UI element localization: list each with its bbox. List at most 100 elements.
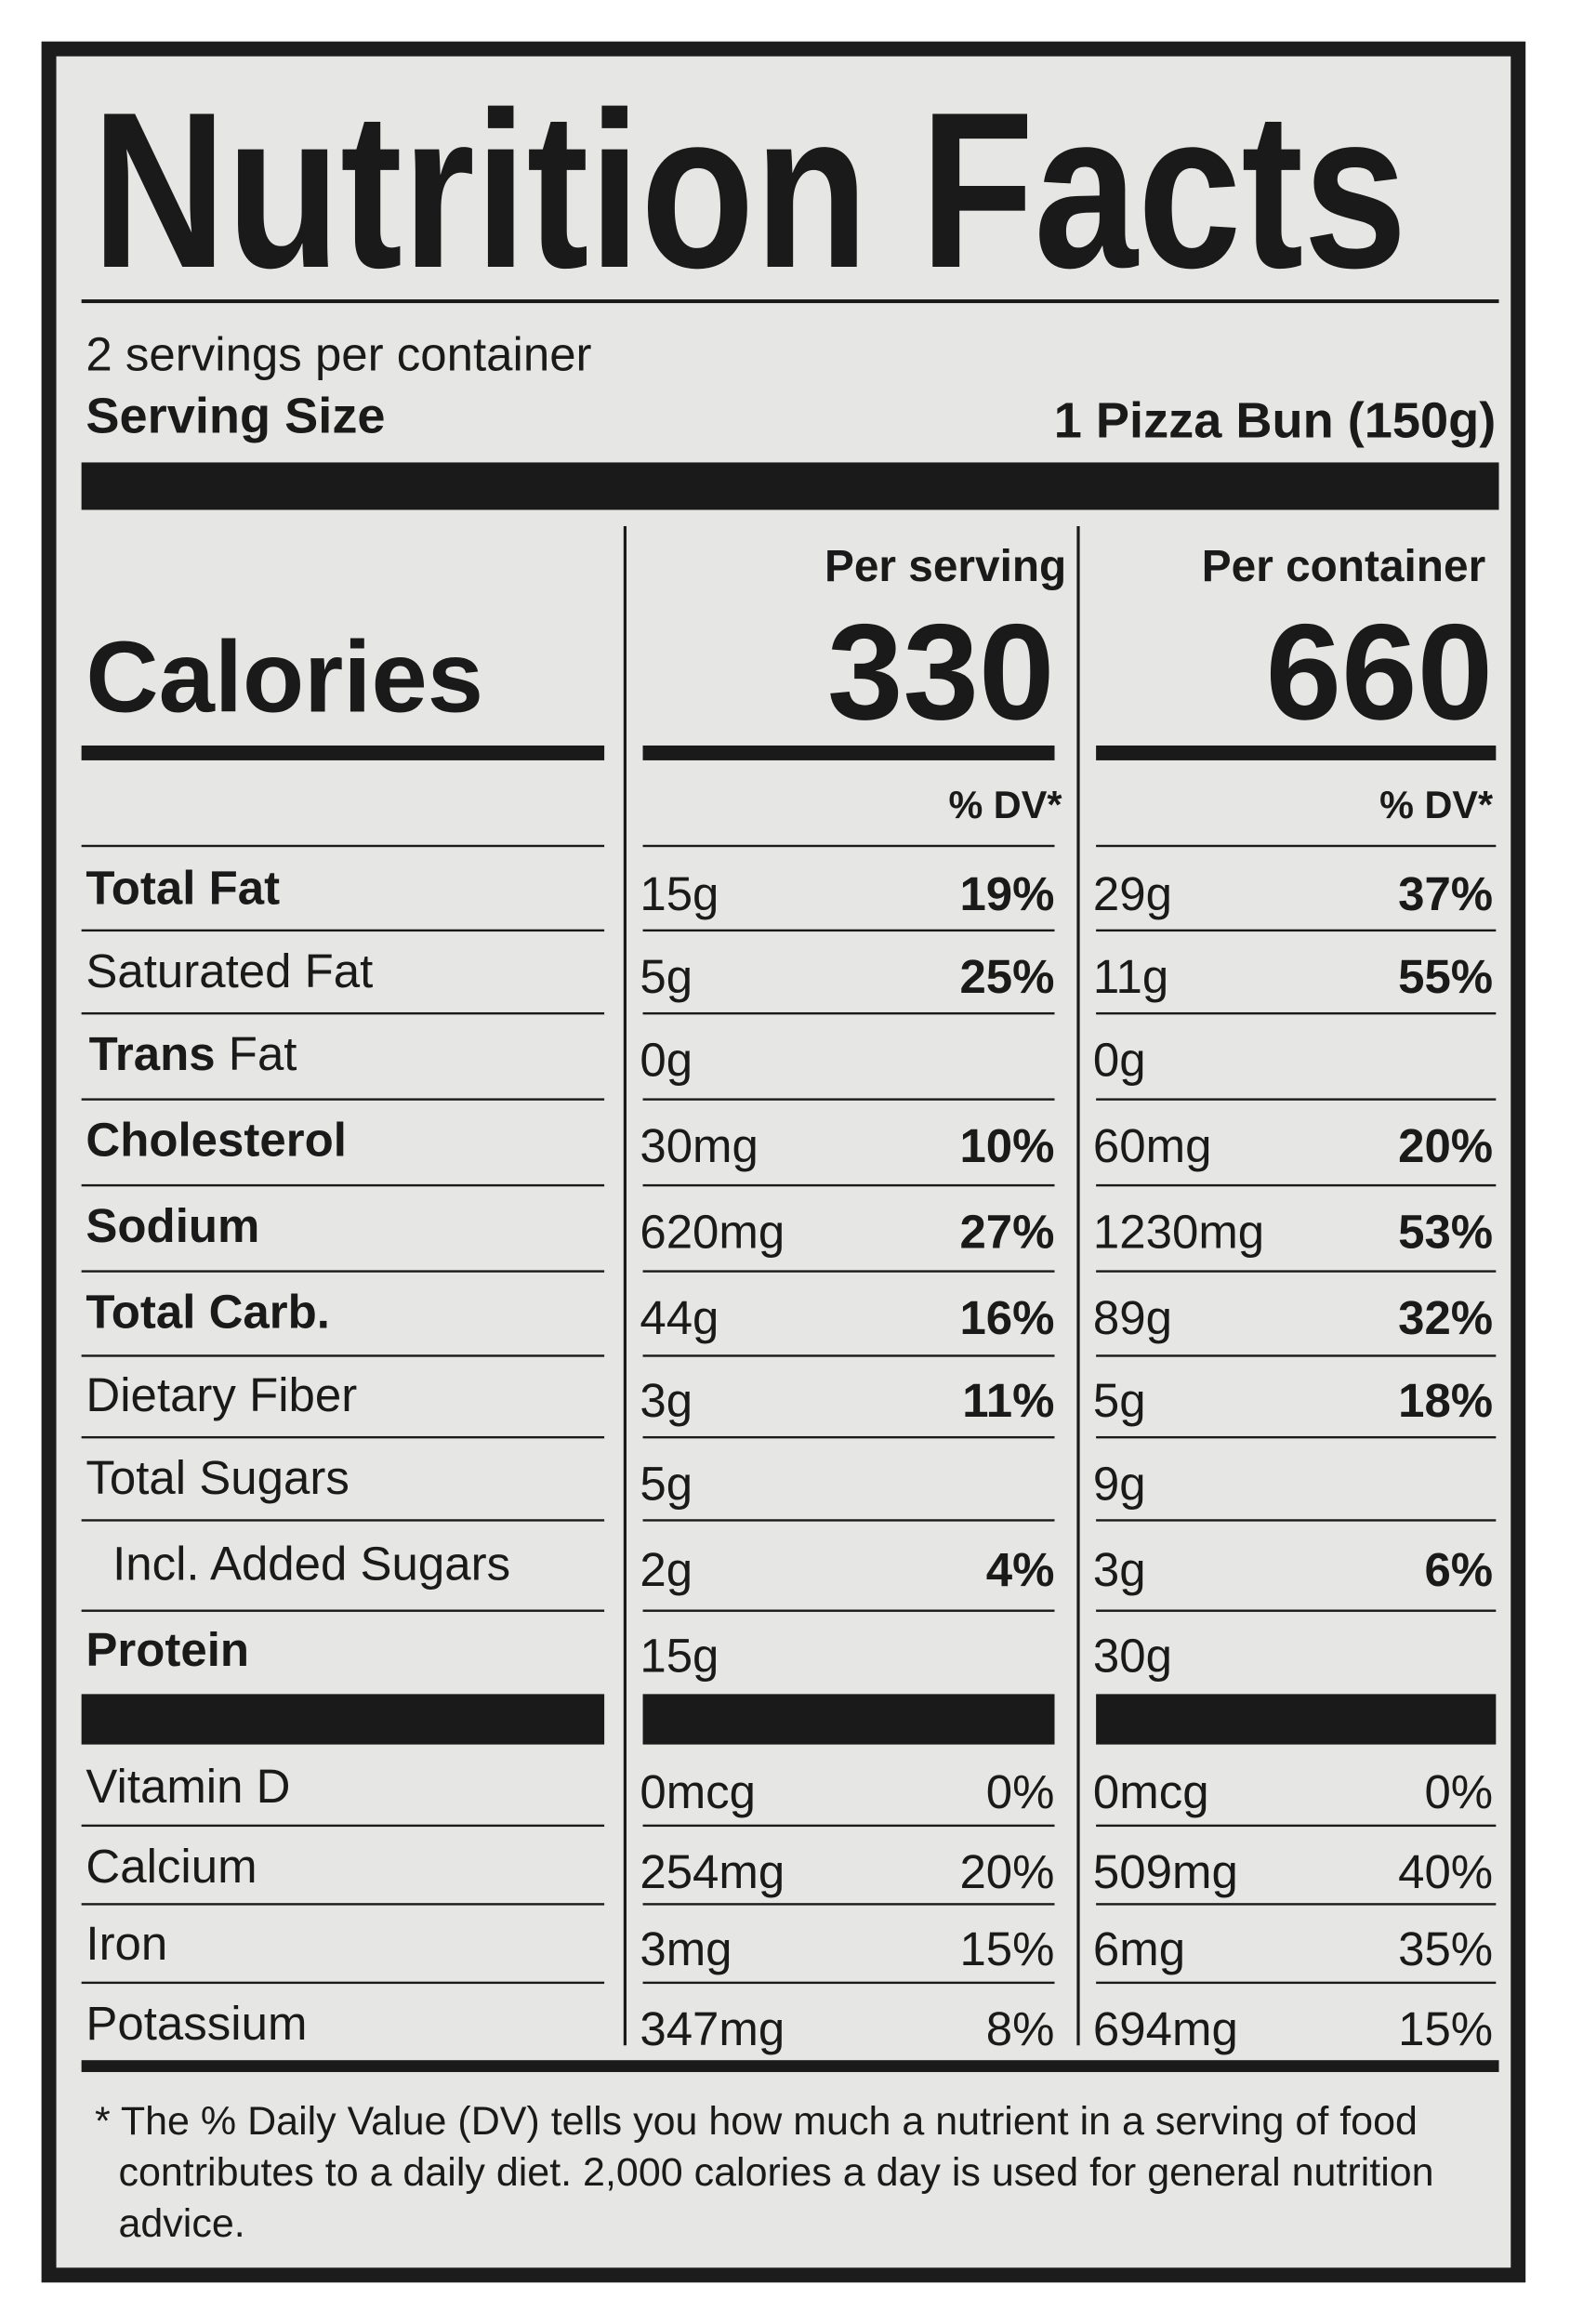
row-rule [1096, 1098, 1497, 1101]
amount: 0g [640, 1034, 693, 1087]
daily-value: 0% [1424, 1765, 1493, 1818]
row-rule [81, 1270, 605, 1273]
serving-size-label: Serving Size [86, 389, 385, 444]
row-rule [1096, 1354, 1497, 1357]
daily-value: 27% [959, 1205, 1054, 1258]
footnote: contributes to a daily diet. 2,000 calor… [118, 2150, 1433, 2195]
dv-header: % DV* [948, 783, 1062, 826]
row-rule [81, 1609, 605, 1612]
row-rule [1096, 1903, 1497, 1906]
row-rule [1096, 1011, 1497, 1015]
amount: 11g [1093, 950, 1168, 1003]
amount: 6mg [1093, 1922, 1185, 1975]
thick-bar [642, 745, 1055, 760]
amount: 347mg [640, 2002, 785, 2055]
column-divider [1076, 526, 1080, 2046]
nutrient-label: Incl. Added Sugars [112, 1538, 510, 1591]
amount: 3g [1093, 1543, 1146, 1596]
amount: 30mg [640, 1119, 759, 1172]
row-rule [81, 1694, 605, 1745]
thick-bar [81, 745, 605, 760]
nutrient-label: Trans Fat [89, 1027, 297, 1080]
row-rule [642, 1354, 1055, 1357]
row-rule [642, 1694, 1055, 1745]
daily-value: 0% [986, 1765, 1055, 1818]
amount: 29g [1093, 867, 1172, 920]
serving-size-value: 1 Pizza Bun (150g) [1054, 392, 1497, 448]
row-rule [642, 1183, 1055, 1187]
daily-value: 25% [959, 950, 1054, 1003]
row-rule [81, 1519, 605, 1522]
calories-value: 660 [1266, 596, 1494, 748]
row-rule [1096, 1435, 1497, 1439]
row-rule [642, 1824, 1055, 1828]
daily-value: 15% [959, 1922, 1054, 1975]
amount: 254mg [640, 1845, 785, 1898]
amount: 0g [1093, 1034, 1146, 1087]
calories-label: Calories [86, 620, 483, 733]
calories-value: 330 [827, 596, 1055, 748]
nutrient-label: Vitamin D [86, 1760, 290, 1813]
daily-value: 4% [986, 1543, 1055, 1596]
daily-value: 37% [1398, 867, 1493, 920]
nutrient-label: Iron [86, 1917, 167, 1970]
nutrient-label: Protein [86, 1623, 249, 1676]
row-rule [81, 1824, 605, 1828]
row-rule [81, 844, 605, 848]
footnote: advice. [118, 2201, 244, 2246]
amount: 89g [1093, 1291, 1172, 1344]
amount: 44g [640, 1291, 719, 1344]
column-header: Per container [1202, 542, 1485, 591]
row-rule [81, 1183, 605, 1187]
daily-value: 19% [959, 867, 1054, 920]
nutrient-label: Cholesterol [86, 1114, 346, 1167]
amount: 3g [640, 1374, 693, 1427]
nutrient-label: Sodium [86, 1199, 259, 1252]
amount: 620mg [640, 1205, 785, 1258]
row-rule [1096, 1824, 1497, 1828]
column-divider [623, 526, 627, 2046]
daily-value: 11% [962, 1374, 1054, 1427]
row-rule [1096, 929, 1497, 932]
row-rule [1096, 1183, 1497, 1187]
thick-bar [81, 462, 1499, 510]
row-rule [642, 1011, 1055, 1015]
row-rule [1096, 1519, 1497, 1522]
column-header: Per serving [825, 542, 1066, 591]
row-rule [1096, 844, 1497, 848]
amount: 15g [640, 1629, 719, 1682]
amount: 694mg [1093, 2002, 1238, 2055]
daily-value: 8% [986, 2002, 1055, 2055]
row-rule [642, 1903, 1055, 1906]
row-rule [642, 1609, 1055, 1612]
daily-value: 55% [1398, 950, 1493, 1003]
daily-value: 53% [1398, 1205, 1493, 1258]
dv-header: % DV* [1379, 783, 1494, 826]
row-rule [1096, 1694, 1497, 1745]
row-rule [81, 1011, 605, 1015]
amount: 9g [1093, 1458, 1146, 1511]
row-rule [1096, 1609, 1497, 1612]
row-rule [642, 1435, 1055, 1439]
row-rule [81, 1981, 605, 1985]
servings: 2 servings per container [86, 328, 591, 381]
amount: 60mg [1093, 1119, 1212, 1172]
nutrient-label: Total Sugars [86, 1451, 349, 1504]
daily-value: 10% [959, 1119, 1054, 1172]
amount: 2g [640, 1543, 693, 1596]
label-part: Trans [89, 1027, 216, 1080]
row-rule [1096, 1981, 1497, 1985]
row-rule [642, 1981, 1055, 1985]
amount: 5g [640, 950, 693, 1003]
footnote: * The % Daily Value (DV) tells you how m… [95, 2099, 1418, 2144]
label-part: Fat [216, 1027, 297, 1080]
panel [56, 56, 1511, 2268]
daily-value: 15% [1398, 2002, 1493, 2055]
amount: 5g [1093, 1374, 1146, 1427]
nutrient-label: Saturated Fat [86, 944, 373, 997]
daily-value: 20% [1398, 1119, 1493, 1172]
daily-value: 20% [959, 1845, 1054, 1898]
thick-bar [81, 2060, 1499, 2072]
amount: 0mcg [640, 1765, 756, 1818]
